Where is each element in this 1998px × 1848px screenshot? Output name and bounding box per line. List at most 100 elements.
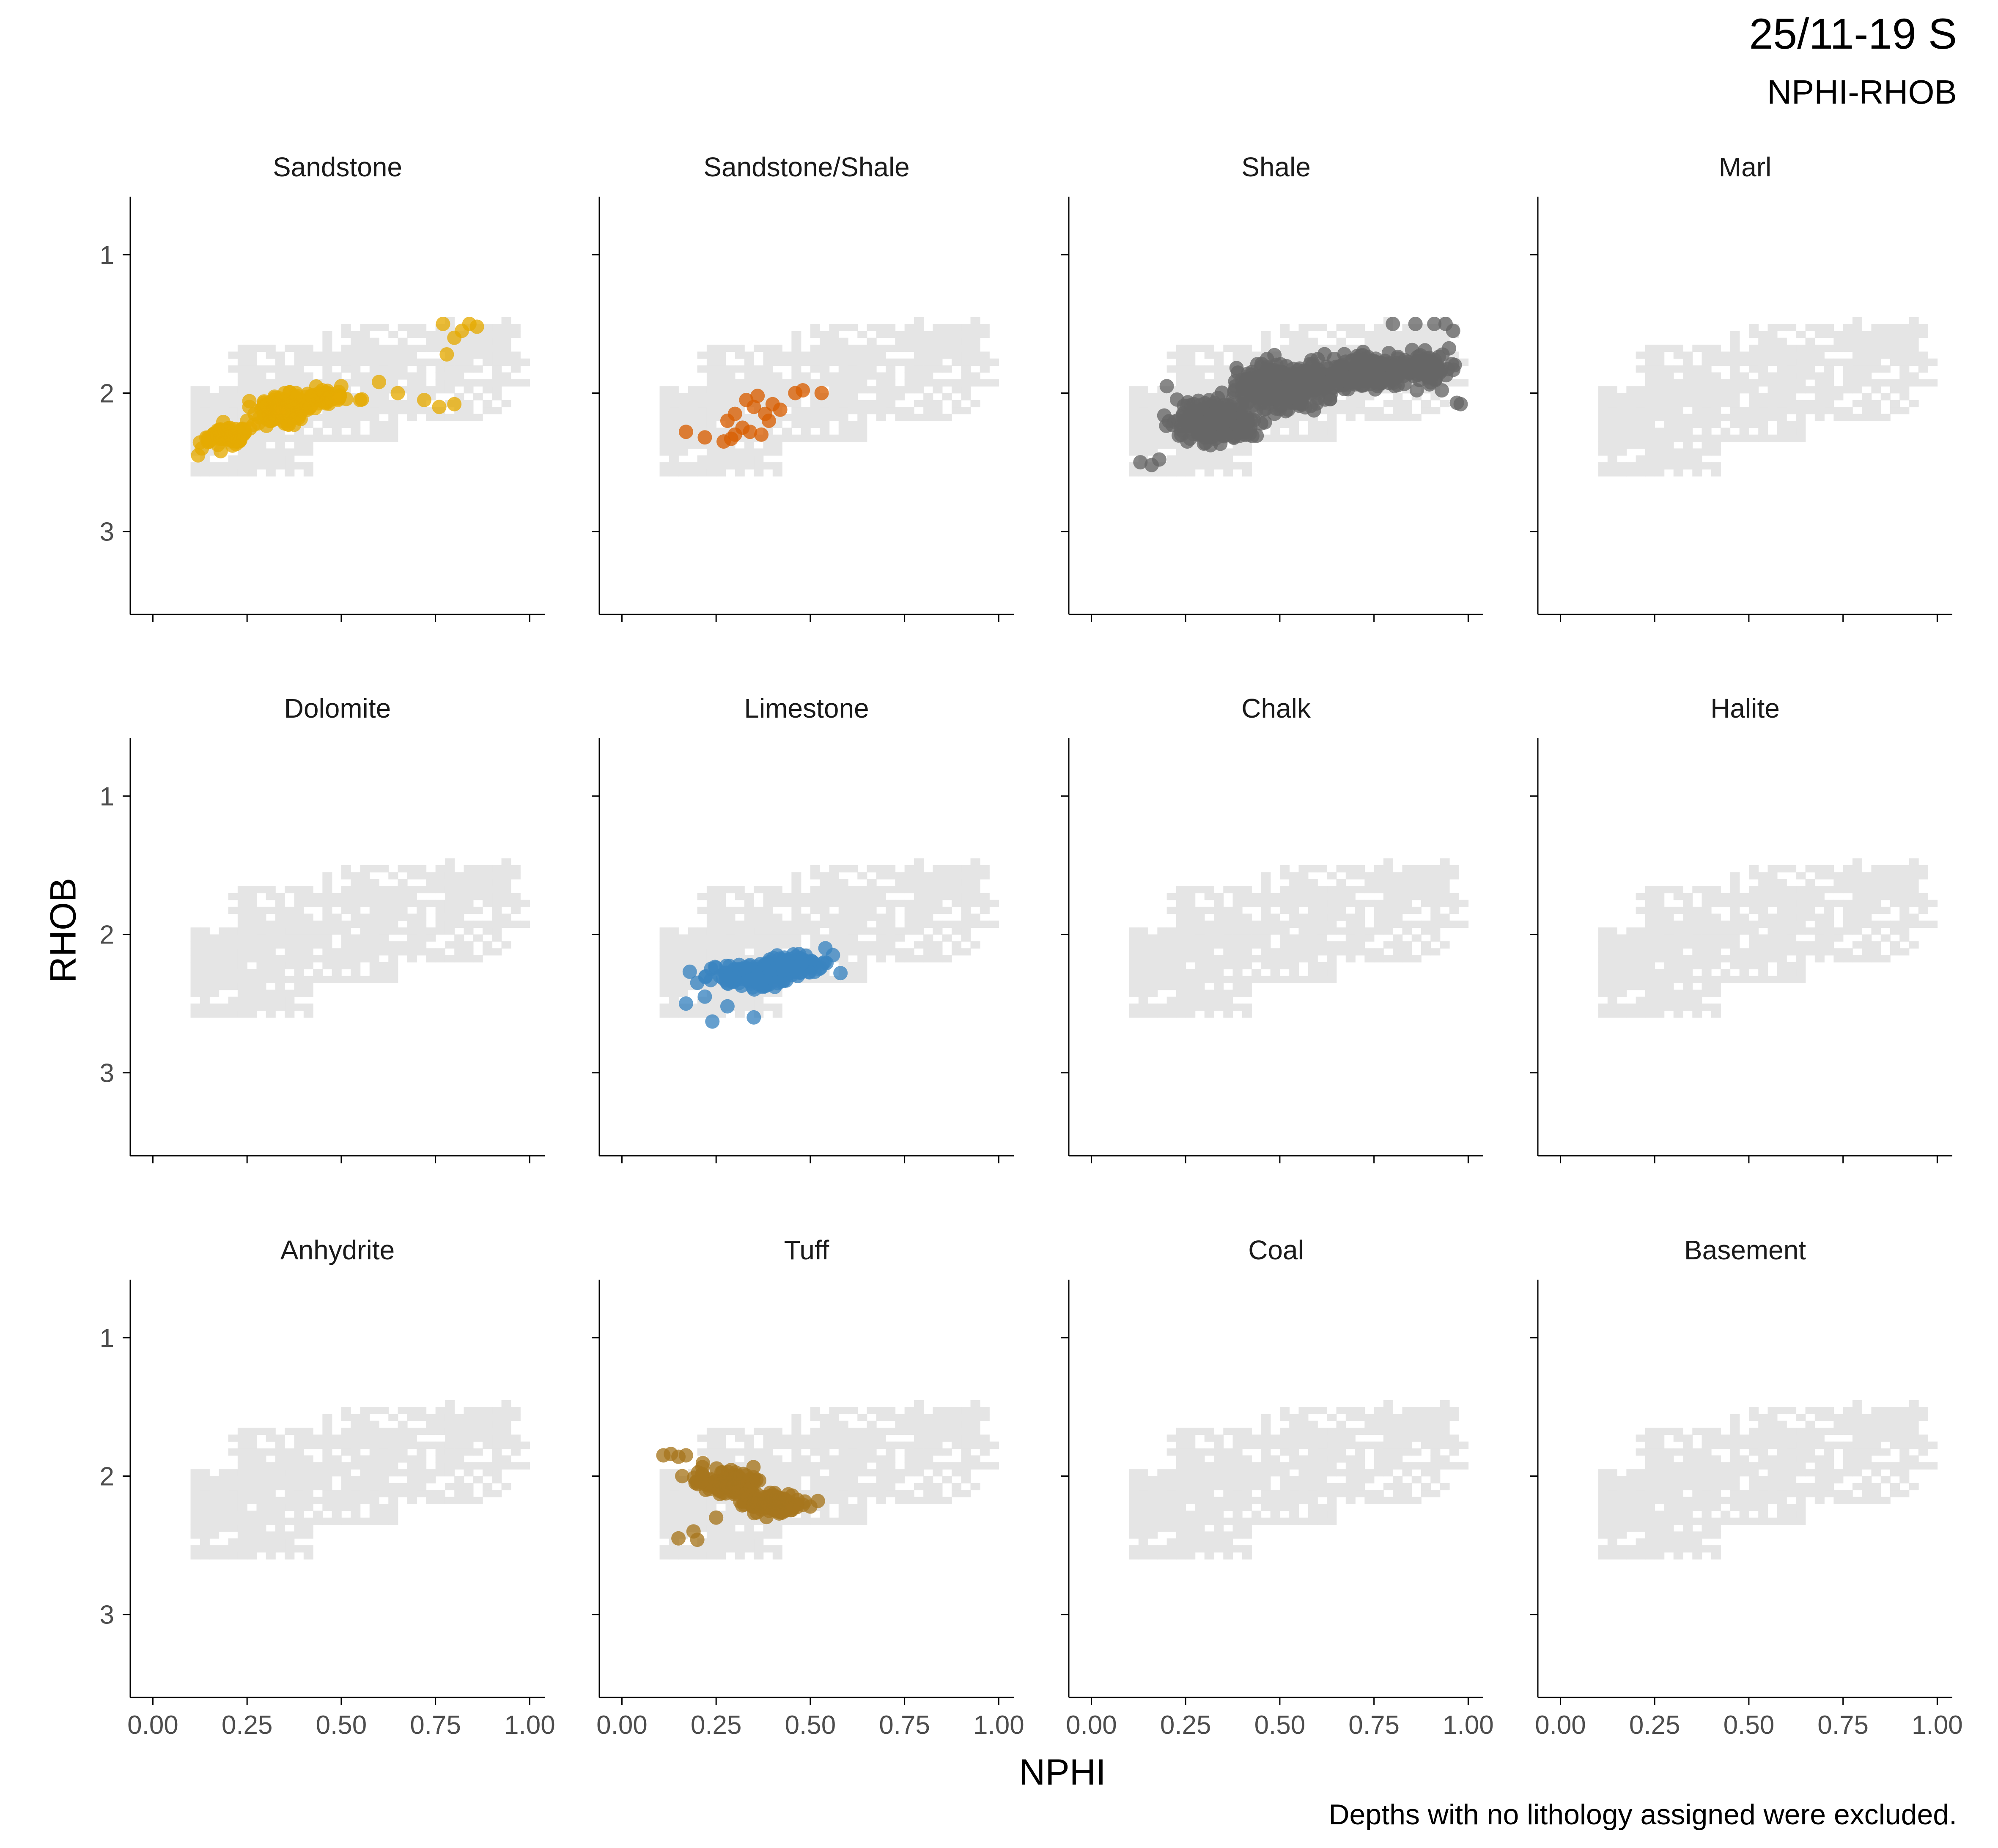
density-tile: [1598, 1010, 1608, 1018]
density-tile: [1430, 913, 1441, 921]
density-tile: [1730, 358, 1740, 366]
density-tile: [1355, 941, 1365, 949]
density-tile: [1176, 927, 1186, 935]
density-tile: [1223, 934, 1233, 942]
density-tile: [1214, 358, 1224, 366]
density-tile: [1767, 379, 1778, 387]
density-tile: [659, 962, 670, 970]
density-tile: [1787, 400, 1797, 408]
density-tile: [341, 907, 351, 914]
density-tile: [754, 941, 764, 949]
density-tile: [445, 872, 455, 880]
density-tile: [772, 441, 782, 449]
density-tile: [1129, 934, 1139, 942]
density-tile: [1655, 955, 1665, 962]
density-tile: [1195, 941, 1205, 949]
density-tile: [1683, 351, 1693, 359]
density-tile: [275, 920, 285, 928]
density-tile: [763, 372, 773, 380]
density-tile: [1767, 414, 1778, 421]
density-tile: [228, 1004, 238, 1011]
density-tile: [219, 934, 229, 942]
density-tile: [285, 920, 295, 928]
density-tile: [473, 365, 483, 373]
density-tile: [1421, 872, 1431, 880]
y-tick-label: 1: [100, 782, 114, 811]
density-tile: [952, 324, 962, 332]
density-tile: [1129, 393, 1139, 400]
density-tile: [1598, 469, 1608, 477]
density-tile: [1355, 407, 1365, 414]
density-tile: [1345, 893, 1356, 900]
density-tile: [923, 393, 933, 400]
density-tile: [1824, 393, 1834, 400]
density-tile: [1692, 448, 1702, 456]
density-tile: [209, 948, 220, 956]
density-tile: [190, 983, 200, 990]
y-tick-label: 1: [100, 241, 114, 270]
density-tile: [492, 351, 502, 359]
density-tile: [763, 899, 773, 907]
density-tile: [659, 420, 670, 428]
density-tile: [933, 927, 943, 935]
density-tile: [247, 948, 257, 956]
density-tile: [266, 962, 276, 970]
density-tile: [341, 899, 351, 907]
density-tile: [1852, 331, 1862, 338]
density-tile: [1402, 886, 1412, 894]
density-tile: [838, 920, 848, 928]
density-tile: [1157, 955, 1167, 962]
density-tile: [1692, 393, 1702, 400]
density-tile: [1186, 990, 1196, 997]
density-tile: [678, 441, 689, 449]
density-tile: [716, 941, 726, 949]
density-tile: [1289, 345, 1299, 352]
density-tile: [725, 927, 736, 935]
density-tile: [867, 351, 877, 359]
density-tile: [1617, 400, 1627, 408]
density-tile: [791, 934, 801, 942]
density-tile: [454, 920, 464, 928]
density-tile: [904, 379, 914, 387]
density-tile: [1824, 345, 1834, 352]
density-tile: [1899, 407, 1910, 414]
density-tile: [716, 913, 726, 921]
density-tile: [1374, 955, 1384, 962]
density-tile: [1214, 455, 1224, 463]
density-tile: [398, 358, 408, 366]
density-tile: [266, 893, 276, 900]
data-point: [754, 427, 769, 442]
density-tile: [1758, 351, 1768, 359]
density-tile: [1223, 448, 1233, 456]
density-tile: [407, 913, 417, 921]
density-tile: [989, 358, 999, 366]
density-tile: [1270, 955, 1280, 962]
density-tile: [1692, 1010, 1702, 1018]
density-tile: [801, 913, 811, 921]
density-tile: [1787, 434, 1797, 442]
density-tile: [1673, 428, 1683, 435]
density-tile: [942, 893, 952, 900]
density-tile: [1383, 907, 1393, 914]
density-tile: [1636, 1004, 1646, 1011]
density-tile: [351, 414, 361, 421]
density-tile: [1607, 990, 1617, 997]
density-tile: [1270, 962, 1280, 970]
density-tile: [407, 386, 417, 394]
density-tile: [669, 941, 679, 949]
density-tile: [829, 400, 839, 408]
density-tile: [810, 351, 820, 359]
density-tile: [445, 414, 455, 421]
density-tile: [725, 400, 736, 408]
density-tile: [1711, 386, 1721, 394]
density-tile: [1148, 400, 1158, 408]
density-tile: [706, 920, 716, 928]
density-tile: [1402, 948, 1412, 956]
density-tile: [398, 345, 408, 352]
density-tile: [1232, 345, 1243, 352]
density-tile: [1242, 1004, 1252, 1011]
y-tick-label: 2: [100, 921, 114, 950]
density-tile: [1655, 1004, 1665, 1011]
density-tile: [914, 351, 924, 359]
